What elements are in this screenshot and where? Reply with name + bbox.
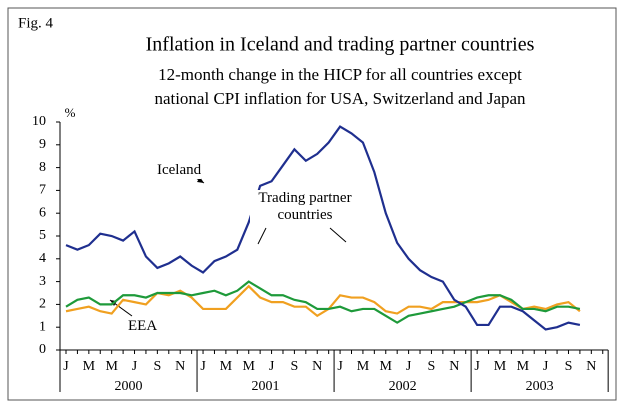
y-tick-label: 1 — [39, 319, 46, 334]
x-tick-label: S — [565, 359, 573, 374]
arrow-head — [197, 177, 204, 183]
x-tick-label: S — [153, 359, 161, 374]
y-tick-label: 10 — [32, 114, 46, 129]
x-tick-label: J — [200, 359, 206, 374]
x-tick-label: M — [517, 359, 530, 374]
year-label: 2003 — [526, 379, 554, 394]
x-tick-label: M — [83, 359, 96, 374]
x-tick-label: J — [474, 359, 480, 374]
y-tick-label: 0 — [39, 342, 46, 357]
x-tick-label: M — [242, 359, 255, 374]
x-tick-label: M — [380, 359, 393, 374]
x-tick-label: S — [291, 359, 299, 374]
y-axis-label: % — [65, 105, 76, 120]
y-tick-label: 9 — [39, 137, 46, 152]
y-tick-label: 7 — [39, 183, 46, 198]
y-tick-label: 4 — [39, 251, 46, 266]
x-tick-label: S — [428, 359, 436, 374]
series-label: Iceland — [157, 162, 202, 179]
x-tick-label: M — [494, 359, 507, 374]
series-line — [65, 284, 581, 318]
arrow — [329, 227, 347, 243]
subtitle: national CPI inflation for USA, Switzerl… — [154, 89, 526, 108]
x-tick-label: M — [220, 359, 233, 374]
y-tick-label: 5 — [39, 228, 46, 243]
chart-title: Inflation in Iceland and trading partner… — [146, 34, 535, 56]
subtitle: 12-month change in the HICP for all coun… — [158, 65, 522, 84]
x-tick-label: N — [175, 359, 185, 374]
year-label: 2002 — [389, 379, 417, 394]
series-line — [65, 280, 581, 324]
frame — [7, 7, 617, 401]
year-label: 2000 — [115, 379, 143, 394]
y-tick-label: 2 — [39, 297, 46, 312]
x-tick-label: J — [406, 359, 412, 374]
y-tick-label: 3 — [39, 274, 46, 289]
x-tick-label: J — [132, 359, 138, 374]
arrow — [257, 227, 267, 245]
series-label: EEA — [128, 318, 158, 335]
x-tick-label: J — [269, 359, 275, 374]
year-label: 2001 — [252, 379, 280, 394]
figure-label: Fig. 4 — [18, 15, 54, 31]
series-line — [65, 125, 581, 331]
x-tick-label: J — [543, 359, 549, 374]
y-tick-label: 8 — [39, 160, 46, 175]
x-tick-label: N — [449, 359, 459, 374]
x-tick-label: N — [312, 359, 322, 374]
x-tick-label: M — [357, 359, 370, 374]
series-label: Trading partner countries — [250, 190, 360, 224]
x-tick-label: M — [105, 359, 118, 374]
x-tick-label: J — [63, 359, 69, 374]
x-tick-label: N — [586, 359, 596, 374]
y-tick-label: 6 — [39, 205, 46, 220]
x-tick-label: J — [337, 359, 343, 374]
